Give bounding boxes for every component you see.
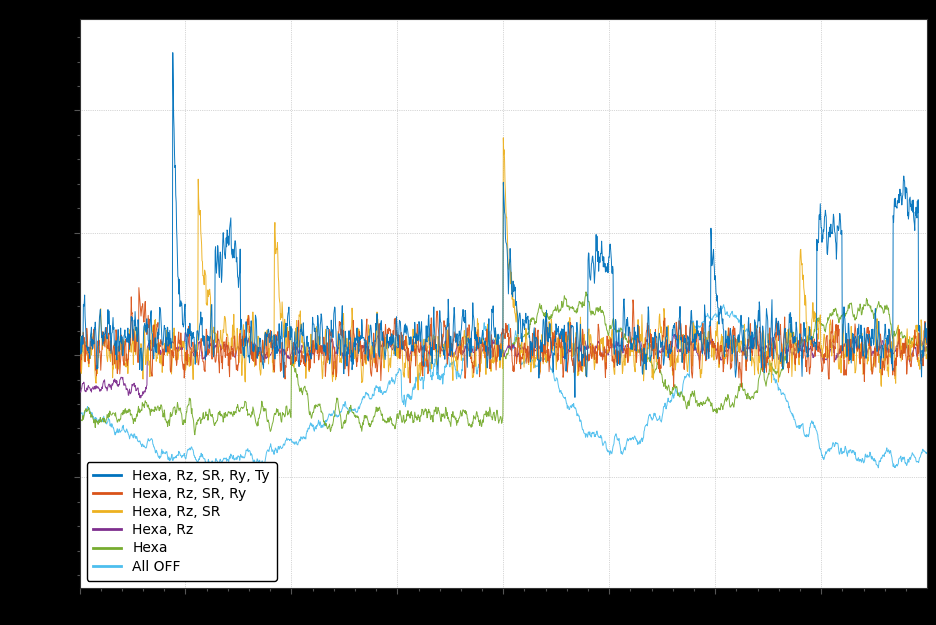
Legend: Hexa, Rz, SR, Ry, Ty, Hexa, Rz, SR, Ry, Hexa, Rz, SR, Hexa, Rz, Hexa, All OFF: Hexa, Rz, SR, Ry, Ty, Hexa, Rz, SR, Ry, …: [86, 462, 277, 581]
